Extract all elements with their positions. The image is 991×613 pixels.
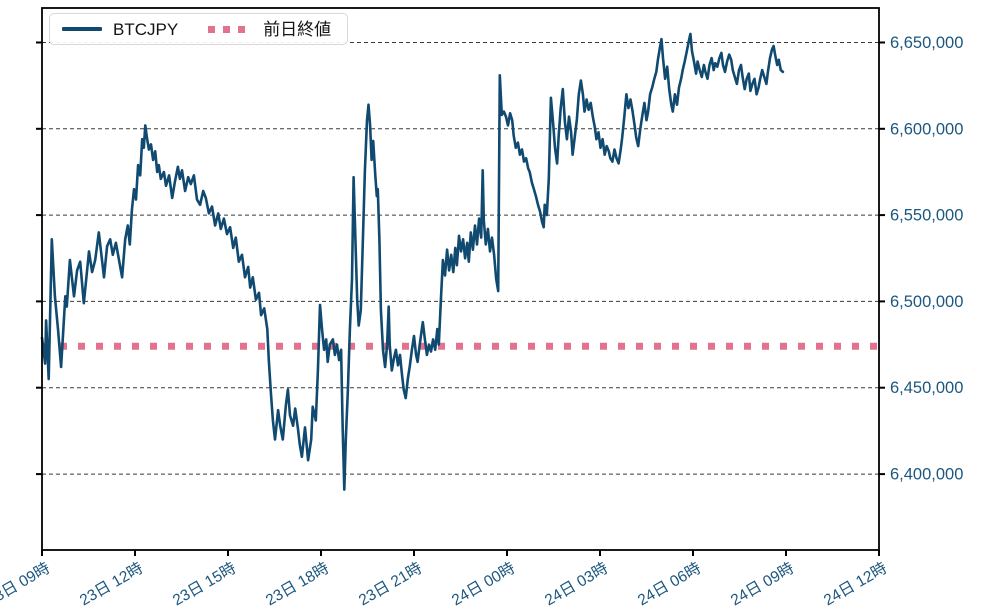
- prev-close-dotted-swatch: [208, 25, 253, 33]
- x-tick-label: 23日 15時: [170, 559, 239, 609]
- x-tick-label: 23日 21時: [356, 559, 425, 609]
- y-tick-label: 6,500,000: [890, 293, 963, 311]
- legend-item-prev-close: 前日終値: [208, 21, 331, 38]
- legend-item-btcjpy: BTCJPY: [62, 21, 178, 38]
- x-tick-label: 24日 03時: [542, 559, 611, 609]
- chart-legend: BTCJPY 前日終値: [49, 13, 349, 45]
- x-tick-label: 23日 12時: [77, 559, 146, 609]
- x-tick-label: 24日 12時: [821, 559, 890, 609]
- x-tick-label: 23日 09時: [0, 559, 53, 609]
- x-tick-label: 24日 09時: [728, 559, 797, 609]
- y-tick-label: 6,550,000: [890, 207, 963, 225]
- y-tick-label: 6,650,000: [890, 34, 963, 52]
- btcjpy-line-swatch: [62, 27, 102, 31]
- x-tick-label: 24日 00時: [449, 559, 518, 609]
- legend-label-btcjpy: BTCJPY: [113, 19, 179, 39]
- x-tick-label: 24日 06時: [635, 559, 704, 609]
- plot-border: [41, 7, 880, 551]
- legend-label-prev-close: 前日終値: [263, 19, 332, 39]
- y-tick-label: 6,600,000: [890, 120, 963, 138]
- price-line: [40, 32, 785, 491]
- x-tick-label: 23日 18時: [263, 559, 332, 609]
- y-tick-label: 6,400,000: [890, 466, 963, 484]
- y-tick-label: 6,450,000: [890, 379, 963, 397]
